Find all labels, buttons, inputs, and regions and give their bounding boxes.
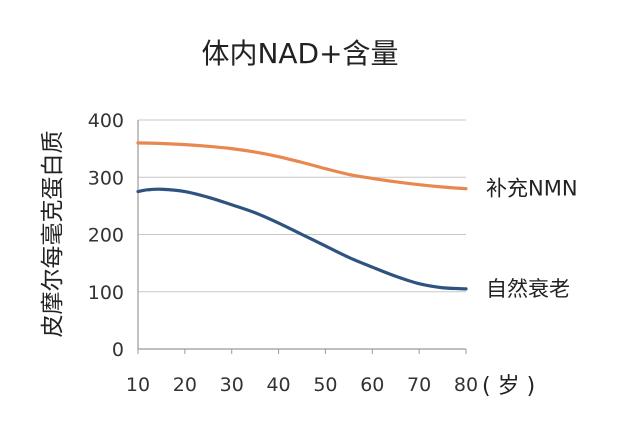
grid-layer xyxy=(138,119,466,293)
y-tick-label: 300 xyxy=(88,167,124,189)
y-tick-label: 400 xyxy=(88,110,124,132)
y-tick-label: 0 xyxy=(112,339,124,361)
x-tick-label: 30 xyxy=(220,374,244,396)
series-line-2 xyxy=(136,187,468,291)
x-tick-label: 40 xyxy=(266,374,290,396)
label-layer: 0 100 200 300 400 10 20 30 40 50 60 70 80 补充NMN 自然衰老 体内… xyxy=(40,37,578,399)
y-tick-label: 200 xyxy=(88,225,124,247)
series-line-1 xyxy=(136,141,468,191)
x-tick-label: 50 xyxy=(313,374,337,396)
chart-title: 体内NAD+含量 xyxy=(201,37,398,70)
x-tick-label: 70 xyxy=(407,374,431,396)
x-tick-label: 60 xyxy=(360,374,384,396)
series-layer xyxy=(136,141,468,291)
x-tick-label: 20 xyxy=(173,374,197,396)
series-label-2: 自然衰老 xyxy=(486,277,570,301)
series-label-1: 补充NMN xyxy=(486,177,578,201)
x-axis-label: ( 岁 ) xyxy=(482,374,535,399)
y-axis-label: 皮摩尔每毫克蛋白质 xyxy=(40,131,66,338)
axis-layer xyxy=(137,120,467,354)
y-tick-label: 100 xyxy=(88,282,124,304)
x-tick-label: 10 xyxy=(126,374,150,396)
x-tick-label: 80 xyxy=(454,374,478,396)
